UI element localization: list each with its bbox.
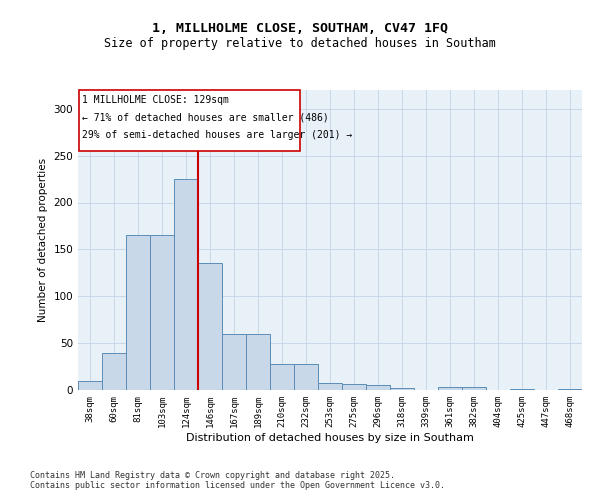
Bar <box>174 179 198 390</box>
Bar <box>438 387 462 390</box>
Bar <box>318 382 342 390</box>
Bar <box>558 389 582 390</box>
Text: Size of property relative to detached houses in Southam: Size of property relative to detached ho… <box>104 38 496 51</box>
X-axis label: Distribution of detached houses by size in Southam: Distribution of detached houses by size … <box>186 432 474 442</box>
Text: Contains HM Land Registry data © Crown copyright and database right 2025.
Contai: Contains HM Land Registry data © Crown c… <box>30 470 445 490</box>
Bar <box>102 352 126 390</box>
Text: 1, MILLHOLME CLOSE, SOUTHAM, CV47 1FQ: 1, MILLHOLME CLOSE, SOUTHAM, CV47 1FQ <box>152 22 448 36</box>
Bar <box>246 334 270 390</box>
Y-axis label: Number of detached properties: Number of detached properties <box>38 158 48 322</box>
Bar <box>366 386 390 390</box>
Bar <box>198 264 222 390</box>
Bar <box>390 388 414 390</box>
Text: ← 71% of detached houses are smaller (486): ← 71% of detached houses are smaller (48… <box>82 112 328 122</box>
Bar <box>150 236 174 390</box>
Bar <box>342 384 366 390</box>
Bar <box>78 380 102 390</box>
Bar <box>294 364 318 390</box>
Bar <box>126 236 150 390</box>
Text: 1 MILLHOLME CLOSE: 129sqm: 1 MILLHOLME CLOSE: 129sqm <box>82 94 229 104</box>
Bar <box>462 387 486 390</box>
Bar <box>510 389 534 390</box>
Text: 29% of semi-detached houses are larger (201) →: 29% of semi-detached houses are larger (… <box>82 130 352 140</box>
FancyBboxPatch shape <box>79 90 300 151</box>
Bar <box>222 334 246 390</box>
Bar <box>270 364 294 390</box>
